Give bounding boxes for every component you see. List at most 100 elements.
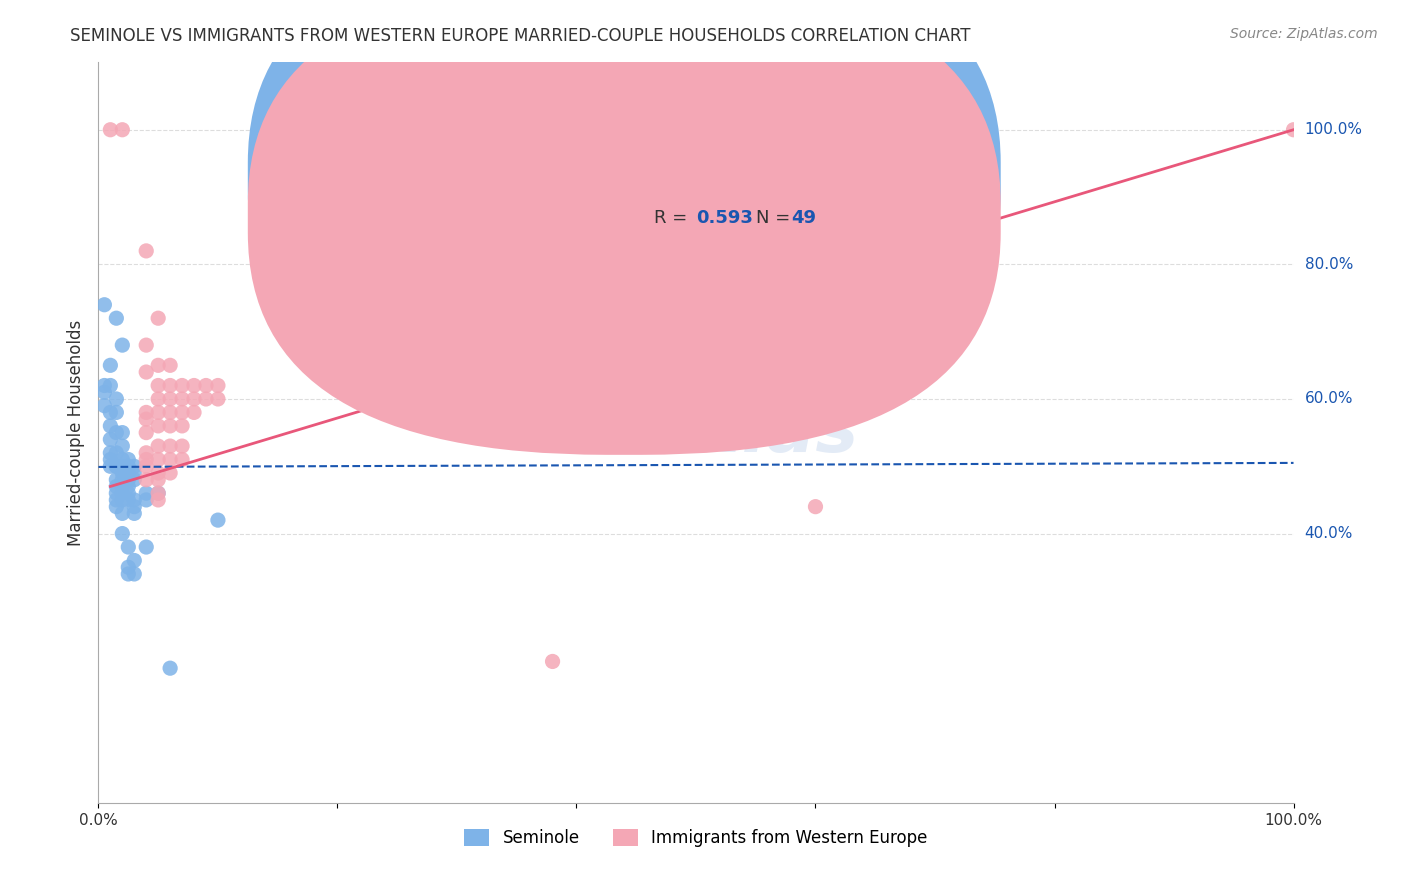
Point <box>135 338 157 352</box>
Text: N =: N = <box>756 169 796 186</box>
Point <box>541 655 564 669</box>
Point <box>135 452 157 467</box>
Point <box>105 459 128 474</box>
Point <box>98 405 122 419</box>
Legend: Seminole, Immigrants from Western Europe: Seminole, Immigrants from Western Europe <box>457 822 935 854</box>
Point <box>111 452 134 467</box>
Point <box>117 473 139 487</box>
Point <box>93 399 115 413</box>
Point <box>135 425 157 440</box>
Point <box>98 452 122 467</box>
Text: 0.005: 0.005 <box>696 169 752 186</box>
Point <box>105 446 128 460</box>
Text: R =: R = <box>654 169 693 186</box>
Y-axis label: Married-couple Households: Married-couple Households <box>66 319 84 546</box>
Point <box>98 122 122 136</box>
Point <box>135 244 157 258</box>
Point <box>105 473 128 487</box>
Point <box>159 378 181 392</box>
Text: SEMINOLE VS IMMIGRANTS FROM WESTERN EUROPE MARRIED-COUPLE HOUSEHOLDS CORRELATION: SEMINOLE VS IMMIGRANTS FROM WESTERN EURO… <box>70 27 970 45</box>
Point <box>111 466 134 480</box>
Point <box>124 492 146 507</box>
Point <box>159 452 181 467</box>
Point <box>135 446 157 460</box>
Point <box>159 466 181 480</box>
Point <box>111 526 134 541</box>
Point <box>124 553 146 567</box>
Text: 100.0%: 100.0% <box>1305 122 1362 137</box>
Point <box>159 418 181 433</box>
FancyBboxPatch shape <box>247 0 1001 414</box>
Point <box>98 446 122 460</box>
Text: R =: R = <box>654 209 693 227</box>
Point <box>111 439 134 453</box>
Point <box>135 473 157 487</box>
Point <box>183 405 205 419</box>
Point <box>124 466 146 480</box>
Point <box>117 479 139 493</box>
Point <box>148 473 170 487</box>
Point <box>111 507 134 521</box>
Point <box>135 540 157 554</box>
Point <box>148 439 170 453</box>
Point <box>111 122 134 136</box>
Point <box>117 459 139 474</box>
Text: 80.0%: 80.0% <box>1305 257 1353 272</box>
Point <box>117 466 139 480</box>
Text: ZIPatlas: ZIPatlas <box>533 398 859 467</box>
Text: 60.0%: 60.0% <box>1305 392 1353 407</box>
Text: N =: N = <box>756 209 796 227</box>
Point <box>148 359 170 373</box>
Point <box>105 405 128 419</box>
Point <box>93 298 115 312</box>
Point <box>111 425 134 440</box>
Point <box>105 425 128 440</box>
Text: Source: ZipAtlas.com: Source: ZipAtlas.com <box>1230 27 1378 41</box>
Point <box>111 486 134 500</box>
Point <box>207 392 229 406</box>
Point <box>148 405 170 419</box>
Point <box>105 492 128 507</box>
Point <box>117 566 139 581</box>
Point <box>124 507 146 521</box>
Point <box>148 466 170 480</box>
Point <box>93 378 115 392</box>
Point <box>195 392 218 406</box>
Point <box>105 459 128 474</box>
Point <box>105 500 128 514</box>
Point <box>207 513 229 527</box>
Point <box>135 459 157 474</box>
Point <box>111 338 134 352</box>
Point <box>172 452 194 467</box>
Point <box>98 418 122 433</box>
Point <box>117 560 139 574</box>
Point <box>135 405 157 419</box>
FancyBboxPatch shape <box>247 0 1001 455</box>
Point <box>183 392 205 406</box>
Point <box>111 492 134 507</box>
Point <box>148 418 170 433</box>
Point <box>93 385 115 400</box>
Point <box>117 540 139 554</box>
Text: 60: 60 <box>792 169 817 186</box>
Point <box>159 405 181 419</box>
Point <box>135 492 157 507</box>
Point <box>98 459 122 474</box>
Point <box>111 459 134 474</box>
Point <box>117 492 139 507</box>
Point <box>105 486 128 500</box>
Point <box>124 500 146 514</box>
Text: 40.0%: 40.0% <box>1305 526 1353 541</box>
FancyBboxPatch shape <box>582 136 869 255</box>
Point <box>172 405 194 419</box>
Point <box>159 359 181 373</box>
Point <box>117 452 139 467</box>
Point <box>98 359 122 373</box>
Point <box>172 392 194 406</box>
Point <box>98 378 122 392</box>
Point <box>135 486 157 500</box>
Point <box>105 479 128 493</box>
Point <box>159 392 181 406</box>
Point <box>105 392 128 406</box>
Point <box>148 492 170 507</box>
